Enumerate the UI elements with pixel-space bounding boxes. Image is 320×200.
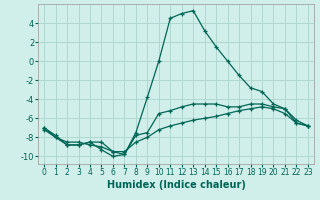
X-axis label: Humidex (Indice chaleur): Humidex (Indice chaleur)	[107, 180, 245, 190]
